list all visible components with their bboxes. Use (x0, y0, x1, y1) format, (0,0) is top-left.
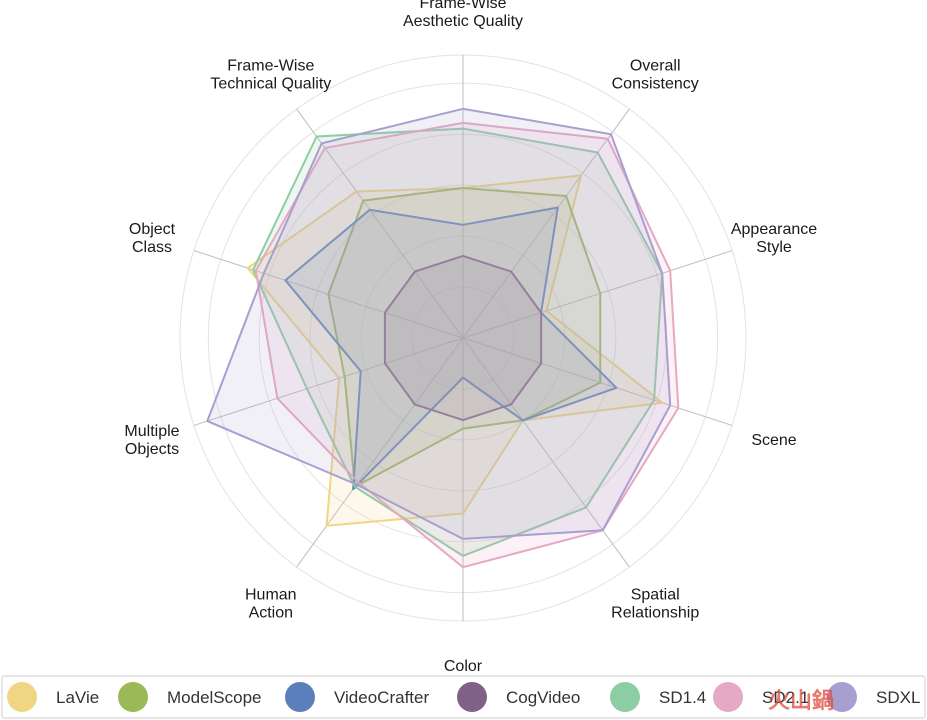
legend-label-sd2-1: SD2.1 (762, 688, 809, 707)
axis-label-4: Scene (751, 432, 796, 449)
axis-label-line: Frame-Wise (227, 58, 314, 75)
radar-series (206, 107, 680, 569)
series-sdxl (206, 107, 672, 540)
axis-label-5: Spatial Relationship (611, 587, 699, 622)
spoke-7 (296, 337, 464, 568)
legend-swatch-sd1-4 (610, 682, 640, 712)
spoke-2 (462, 108, 630, 339)
axis-label-7: Human Action (245, 587, 297, 622)
spoke-3 (462, 250, 733, 339)
watermark: 火山鍋 (768, 688, 834, 713)
axis-label-3: Appearance Style (731, 221, 817, 256)
watermark-text: 火山鍋 (768, 688, 834, 713)
series-sd1-4 (252, 127, 664, 557)
series-modelscope (327, 187, 602, 488)
axis-label-line: Aesthetic Quality (403, 13, 523, 30)
axis-label-8: Multiple Objects (124, 423, 179, 458)
spoke-5 (462, 337, 630, 568)
axis-label-line: Object (129, 221, 176, 238)
axis-label-line: Action (249, 605, 293, 622)
legend-label-videocrafter: VideoCrafter (334, 688, 429, 707)
axis-label-line: Relationship (611, 605, 699, 622)
axis-label-line: Scene (751, 432, 796, 449)
axis-label-line: Class (132, 239, 172, 256)
axis-label-10: Frame-Wise Technical Quality (210, 58, 331, 93)
axis-label-1: Frame-Wise Aesthetic Quality (403, 0, 523, 30)
series-sd2-1 (254, 121, 680, 569)
series-videocrafter (284, 206, 618, 491)
axis-label-line: Overall (630, 58, 681, 75)
legend-label-cogvideo: CogVideo (506, 688, 580, 707)
legend-swatch-cogvideo (457, 682, 487, 712)
axis-label-line: Color (444, 658, 483, 675)
legend: LaVie ModelScope VideoCrafter CogVideo SD1.4… (1, 675, 926, 719)
axis-label-line: Style (756, 239, 792, 256)
axis-label-line: Frame-Wise (419, 0, 506, 12)
axis-label-line: Spatial (631, 587, 680, 604)
axis-label-2: Overall Consistency (612, 58, 699, 93)
legend-swatch-modelscope (118, 682, 148, 712)
legend-label-sd1-4: SD1.4 (659, 688, 706, 707)
axis-label-line: Technical Quality (210, 76, 331, 93)
axis-label-9: Object Class (129, 221, 176, 256)
legend-label-lavie: LaVie (56, 688, 99, 707)
axis-label-line: Objects (125, 441, 179, 458)
axis-label-line: Consistency (612, 76, 699, 93)
spoke-4 (462, 337, 733, 426)
legend-swatch-videocrafter (285, 682, 315, 712)
legend-swatch-sd2-1 (713, 682, 743, 712)
axis-label-6: Color (444, 658, 483, 675)
spoke-8 (193, 337, 464, 426)
axis-label-line: Multiple (124, 423, 179, 440)
legend-swatch-sdxl (827, 682, 857, 712)
series-cogvideo (383, 254, 543, 422)
legend-label-sdxl: SDXL (876, 688, 920, 707)
axis-label-line: Human (245, 587, 297, 604)
legend-swatch-lavie (7, 682, 37, 712)
legend-frame (1, 675, 926, 719)
axis-label-line: Appearance (731, 221, 817, 238)
legend-label-modelscope: ModelScope (167, 688, 262, 707)
